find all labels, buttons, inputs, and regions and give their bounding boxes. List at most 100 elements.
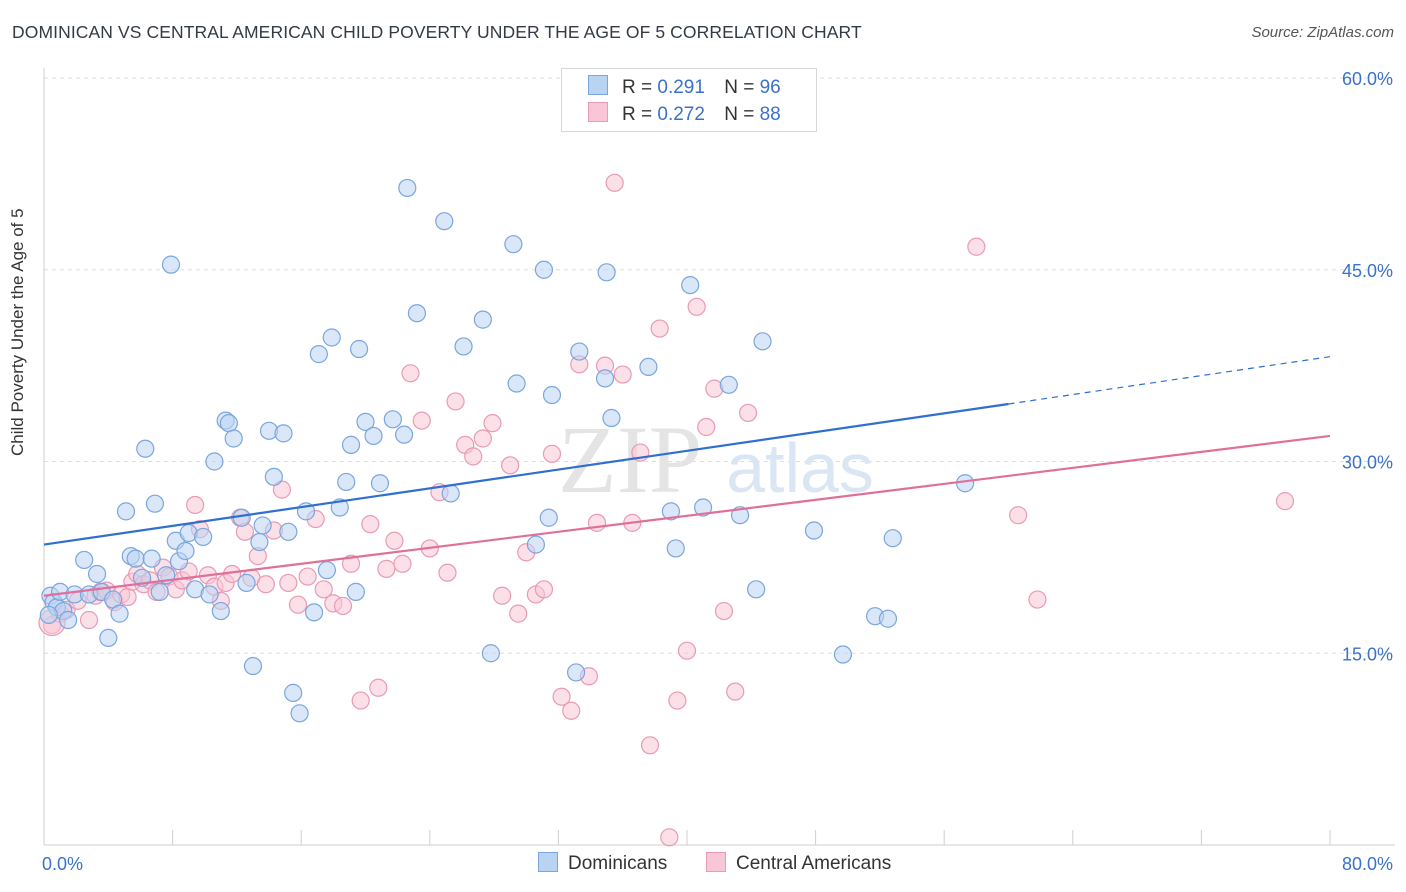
data-point xyxy=(253,516,272,535)
central-americans-points xyxy=(38,173,1295,847)
data-point xyxy=(200,585,219,604)
y-tick-label: 45.0% xyxy=(1342,261,1393,281)
data-point xyxy=(967,237,986,256)
legend-label: Central Americans xyxy=(736,853,892,874)
r-value: 0.272 xyxy=(657,104,705,125)
data-point xyxy=(677,641,697,660)
data-point xyxy=(99,628,118,648)
data-point xyxy=(570,342,589,361)
data-point xyxy=(59,610,78,630)
data-point xyxy=(205,452,224,471)
data-point xyxy=(661,502,681,521)
data-point xyxy=(279,573,298,593)
data-point xyxy=(349,339,369,359)
data-point xyxy=(256,575,275,594)
data-point xyxy=(274,424,293,443)
data-point xyxy=(446,392,465,411)
data-point xyxy=(526,535,545,554)
data-point xyxy=(602,408,621,428)
data-point xyxy=(509,604,528,623)
data-point xyxy=(597,263,616,282)
data-point xyxy=(150,582,169,601)
chart-title: DOMINICAN VS CENTRAL AMERICAN CHILD POVE… xyxy=(12,22,862,42)
data-point xyxy=(738,403,758,423)
data-point xyxy=(753,332,772,351)
data-point xyxy=(279,522,298,541)
data-point xyxy=(398,178,417,198)
legend-item-central-americans[interactable]: Central Americans xyxy=(706,852,891,875)
data-point xyxy=(361,515,380,534)
dominicans-swatch xyxy=(588,75,608,95)
data-point xyxy=(640,736,660,755)
data-point xyxy=(1028,590,1047,609)
data-point xyxy=(473,310,492,329)
data-point xyxy=(435,212,454,231)
trend-lines xyxy=(43,356,1331,597)
data-point xyxy=(377,559,396,578)
r-value: 0.291 xyxy=(657,77,705,98)
data-point xyxy=(224,429,243,448)
data-point xyxy=(194,527,213,547)
data-point xyxy=(605,173,624,192)
data-point xyxy=(726,682,745,701)
data-point xyxy=(186,495,205,515)
central-americans-trend-line xyxy=(43,434,1331,597)
data-point xyxy=(298,567,317,586)
data-point xyxy=(507,374,526,393)
r-label: R = xyxy=(622,104,653,125)
data-point xyxy=(697,417,716,437)
data-point xyxy=(237,573,256,593)
data-point xyxy=(161,255,181,274)
data-point xyxy=(337,472,356,492)
data-point xyxy=(317,561,337,580)
data-point xyxy=(562,701,581,720)
data-point xyxy=(438,563,457,582)
legend-item-dominicans[interactable]: Dominicans xyxy=(538,852,667,875)
data-point xyxy=(116,502,136,521)
data-point xyxy=(272,480,292,499)
data-point xyxy=(534,260,554,279)
data-point xyxy=(412,411,431,430)
data-point xyxy=(566,663,586,682)
axes xyxy=(43,68,1395,846)
data-point xyxy=(804,521,824,540)
data-point xyxy=(110,604,129,623)
data-point xyxy=(687,297,706,316)
data-point xyxy=(504,235,523,254)
n-label: N = xyxy=(724,104,755,125)
x-tick-label: 80.0% xyxy=(1342,854,1393,874)
data-point xyxy=(681,275,700,295)
data-point xyxy=(714,601,734,621)
data-point xyxy=(613,365,632,384)
data-point xyxy=(393,554,412,573)
data-point xyxy=(650,319,669,338)
data-point xyxy=(833,645,853,664)
data-point xyxy=(346,582,365,601)
dominicans-trend-line xyxy=(43,402,1009,546)
data-point xyxy=(309,345,328,364)
tick-labels: 15.0% 30.0% 45.0% 60.0% 0.0% 80.0% xyxy=(42,69,1393,874)
data-point xyxy=(330,498,349,517)
y-tick-label: 60.0% xyxy=(1342,69,1393,89)
legend-row-central-americans: R = 0.272 N = 88 xyxy=(588,102,781,126)
data-point xyxy=(142,549,161,568)
y-axis-label: Child Poverty Under the Age of 5 xyxy=(8,208,27,456)
data-point xyxy=(483,414,502,433)
data-point xyxy=(385,531,404,550)
source-label: Source: ZipAtlas.com xyxy=(1251,24,1394,41)
gridlines xyxy=(44,77,1395,654)
data-point xyxy=(232,508,251,527)
y-tick-label: 30.0% xyxy=(1342,453,1393,473)
data-point xyxy=(539,508,558,527)
n-value: 88 xyxy=(759,104,781,125)
data-point xyxy=(878,609,898,628)
data-point xyxy=(264,467,283,486)
r-label: R = xyxy=(622,77,653,98)
data-point xyxy=(304,603,324,622)
data-point xyxy=(176,541,195,561)
n-value: 96 xyxy=(759,77,781,98)
data-point xyxy=(542,385,562,405)
data-point xyxy=(493,586,512,605)
data-point xyxy=(284,683,303,702)
data-point xyxy=(473,429,492,448)
